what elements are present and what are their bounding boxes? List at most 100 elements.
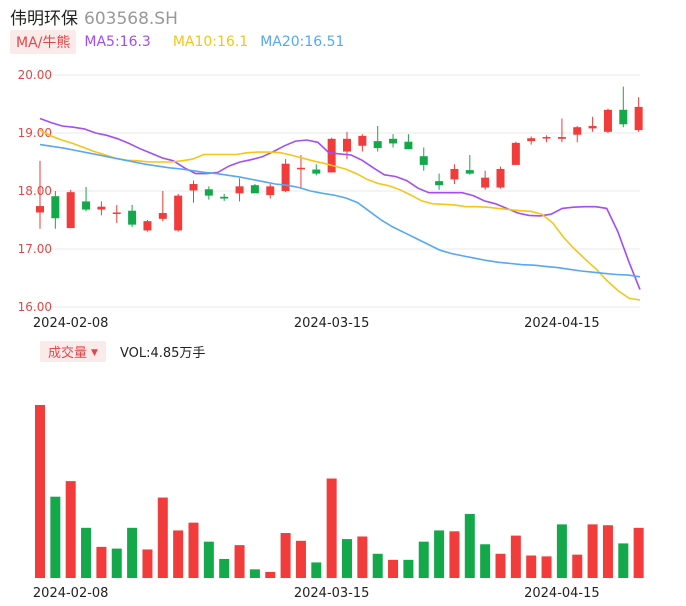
stock-name: 伟明环保 xyxy=(10,9,78,29)
volume-bar xyxy=(249,569,260,578)
stock-code: 603568.SH xyxy=(84,9,178,29)
volume-type-selector[interactable]: 成交量 ▼ xyxy=(40,340,106,362)
volume-bar xyxy=(219,558,230,578)
candle-body xyxy=(36,206,44,213)
candle-body xyxy=(266,186,275,196)
candle-body xyxy=(557,137,566,139)
volume-bar xyxy=(403,559,414,578)
x-tick-label: 2024-02-08 xyxy=(33,316,109,331)
candle-body xyxy=(373,141,382,149)
ma-line-ma5 xyxy=(39,117,641,290)
x-tick-label: 2024-02-08 xyxy=(33,586,109,601)
candle-body xyxy=(312,169,321,174)
candle-body xyxy=(327,138,336,173)
candle-body xyxy=(358,135,367,146)
volume-bar xyxy=(203,541,214,578)
ma-line-ma20 xyxy=(39,143,641,278)
candle-body xyxy=(220,196,229,199)
y-tick-label: 19.00 xyxy=(18,126,52,140)
volume-bar xyxy=(418,541,429,578)
volume-bar xyxy=(602,525,613,578)
stock-title: 伟明环保 603568.SH xyxy=(10,4,178,29)
candle-body xyxy=(481,177,490,188)
candle-body xyxy=(143,221,152,231)
volume-bar xyxy=(618,543,629,578)
volume-bar xyxy=(234,545,245,578)
candle-body xyxy=(281,163,290,191)
candle-body xyxy=(527,138,536,142)
volume-bar xyxy=(35,405,45,578)
candle-body xyxy=(97,206,106,210)
candle-body xyxy=(189,184,198,191)
candle-body xyxy=(588,126,597,129)
candle-body xyxy=(389,138,398,144)
ma-type-selector[interactable]: MA/牛熊 xyxy=(10,30,77,54)
candle-body xyxy=(158,213,167,219)
candle-body xyxy=(511,142,520,165)
volume-tag-label: 成交量 xyxy=(48,345,88,361)
volume-bar xyxy=(50,496,61,578)
volume-bar xyxy=(295,540,306,578)
y-tick-label: 18.00 xyxy=(18,184,52,198)
candle-body xyxy=(82,201,91,210)
volume-bar xyxy=(357,536,368,578)
ma20-label: MA20:16.51 xyxy=(260,34,345,50)
volume-bar xyxy=(280,533,291,578)
volume-bar xyxy=(188,522,199,578)
volume-bar xyxy=(495,553,506,578)
volume-bar xyxy=(111,548,122,578)
candle-body xyxy=(404,141,413,150)
candle-body xyxy=(51,196,60,219)
candle-body xyxy=(128,210,137,225)
candle-body xyxy=(634,106,643,131)
volume-bar xyxy=(326,478,337,578)
volume-bar xyxy=(142,549,153,578)
ma10-label: MA10:16.1 xyxy=(172,34,249,50)
y-tick-label: 20.00 xyxy=(18,68,52,82)
volume-bar xyxy=(157,497,168,578)
volume-bar xyxy=(480,544,491,578)
volume-bar xyxy=(96,546,107,578)
y-tick-label: 16.00 xyxy=(18,300,52,314)
volume-bar xyxy=(541,556,552,578)
volume-bar xyxy=(127,527,138,578)
volume-bar xyxy=(572,554,583,578)
ma-legend: MA/牛熊 MA5:16.3 MA10:16.1 MA20:16.51 xyxy=(10,30,345,54)
candle-body xyxy=(573,127,582,135)
volume-bar xyxy=(388,559,399,578)
candle-body xyxy=(204,189,213,196)
candle-body xyxy=(435,181,444,186)
x-tick-label: 2024-03-15 xyxy=(294,586,370,601)
candle-body xyxy=(419,156,428,165)
volume-bar xyxy=(372,553,383,578)
volume-value: VOL:4.85万手 xyxy=(119,345,206,361)
candle-body xyxy=(603,109,612,132)
volume-bar xyxy=(449,531,460,578)
candle-body xyxy=(174,195,183,231)
volume-bar xyxy=(556,524,567,578)
dropdown-arrow-icon: ▼ xyxy=(91,347,98,358)
volume-bar xyxy=(526,555,537,578)
candle-body xyxy=(496,168,505,188)
volume-legend: 成交量 ▼ VOL:4.85万手 xyxy=(40,340,206,362)
candle-body xyxy=(296,167,305,170)
candle-body xyxy=(465,170,474,174)
volume-bar xyxy=(65,481,76,578)
candle-body xyxy=(450,168,459,180)
x-tick-label: 2024-04-15 xyxy=(524,586,600,601)
x-tick-label: 2024-03-15 xyxy=(294,316,370,331)
candle-body xyxy=(250,185,259,194)
candle-body xyxy=(235,186,244,194)
y-tick-label: 17.00 xyxy=(18,242,52,256)
volume-bar xyxy=(633,527,644,578)
candle-body xyxy=(542,137,551,139)
candle-body xyxy=(343,138,351,152)
candle-body xyxy=(66,192,75,229)
volume-bar xyxy=(173,530,184,578)
x-tick-label: 2024-04-15 xyxy=(524,316,600,331)
ma5-label: MA5:16.3 xyxy=(84,34,151,50)
volume-bar xyxy=(434,530,445,578)
volume-bar xyxy=(464,513,475,578)
volume-bar xyxy=(342,539,352,578)
